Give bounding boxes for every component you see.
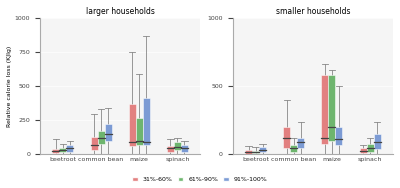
Bar: [52, 149, 59, 153]
Bar: [181, 145, 188, 152]
Bar: [259, 147, 266, 152]
Bar: [360, 148, 367, 153]
Bar: [283, 127, 290, 148]
Bar: [336, 127, 342, 145]
Bar: [136, 118, 143, 145]
Bar: [90, 137, 98, 150]
Bar: [328, 75, 336, 141]
Bar: [297, 138, 304, 148]
Bar: [98, 131, 104, 144]
Bar: [167, 146, 174, 152]
Bar: [129, 104, 136, 146]
Bar: [245, 150, 252, 154]
Title: smaller households: smaller households: [276, 7, 350, 16]
Y-axis label: Relative calorie loss (KJlg): Relative calorie loss (KJlg): [7, 46, 12, 127]
Bar: [104, 124, 112, 141]
Bar: [174, 142, 181, 150]
Bar: [322, 75, 328, 144]
Bar: [66, 145, 73, 152]
Bar: [290, 145, 297, 152]
Bar: [374, 134, 381, 149]
Title: larger households: larger households: [86, 7, 155, 16]
Bar: [143, 98, 150, 145]
Bar: [252, 151, 259, 153]
Bar: [59, 148, 66, 152]
Legend: 31%-60%, 61%-90%, 91%-100%: 31%-60%, 61%-90%, 91%-100%: [130, 174, 270, 185]
Bar: [367, 144, 374, 152]
